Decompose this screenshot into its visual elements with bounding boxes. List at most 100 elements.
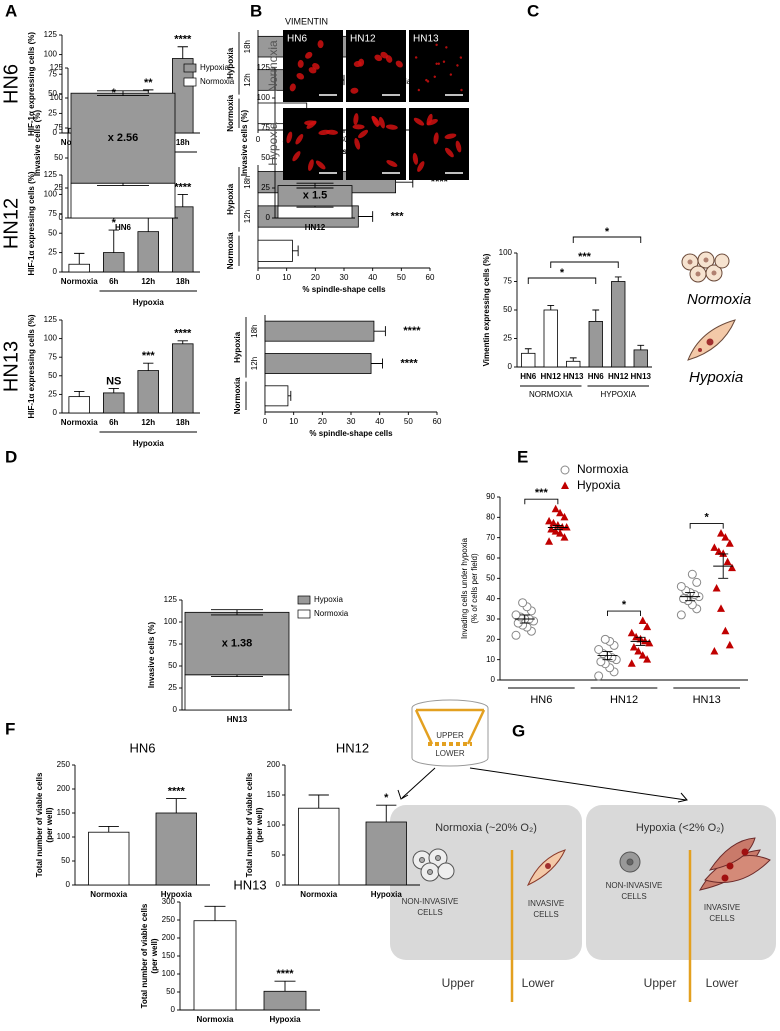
y-tick-label: 75 <box>48 352 57 361</box>
row-label: HN13 <box>0 341 22 392</box>
point <box>594 645 604 654</box>
significance: * <box>622 599 627 611</box>
point <box>721 533 730 541</box>
x-tick-label: HN6 <box>115 223 132 232</box>
y-tick-label: 0 <box>53 267 58 276</box>
error-bar <box>98 825 119 833</box>
cell <box>317 40 324 49</box>
cell <box>374 54 383 62</box>
y-tick-label: 50 <box>61 856 70 865</box>
x-tick-label: HN13 <box>227 715 248 724</box>
y-tick-label: 12h <box>250 357 259 370</box>
point <box>511 630 521 640</box>
cell <box>353 113 359 126</box>
point <box>679 594 689 604</box>
significance: **** <box>174 34 192 46</box>
x-tick-label: 30 <box>340 135 349 144</box>
cell <box>412 152 419 165</box>
panel-label: G <box>512 721 525 740</box>
bar <box>68 263 91 273</box>
x-tick-label: HN12 <box>305 223 326 232</box>
error-bar <box>204 905 226 921</box>
bracket <box>607 610 641 617</box>
y-tick-label: 0 <box>508 362 513 371</box>
sem-bar <box>635 636 646 646</box>
point <box>627 659 636 667</box>
cell <box>459 56 463 59</box>
error-bar <box>166 798 187 813</box>
x-tick-label: 30 <box>347 417 356 426</box>
x-tick-label: 40 <box>368 273 377 282</box>
error-bar <box>108 229 119 253</box>
legend-icons <box>681 251 736 361</box>
y-tick-label: 100 <box>44 50 58 59</box>
x-tick-label: 20 <box>318 417 327 426</box>
x-tick-label: 20 <box>311 273 320 282</box>
point <box>676 610 686 620</box>
cell <box>444 133 457 140</box>
point <box>594 671 604 681</box>
cell <box>358 58 365 67</box>
y-tick-label: 0 <box>59 213 64 222</box>
error-bar <box>373 326 386 337</box>
cell-label: CELLS <box>533 910 558 919</box>
bar <box>633 349 648 368</box>
x-tick-label: Hypoxia <box>371 890 403 899</box>
cell <box>297 59 304 68</box>
cell <box>307 159 314 171</box>
error-bar <box>97 90 149 97</box>
cell <box>449 73 453 76</box>
x-tick-label: 30 <box>340 273 349 282</box>
cell <box>445 147 454 158</box>
x-tick-label: 18h <box>176 277 190 286</box>
point <box>692 577 702 587</box>
group-label: Hypoxia <box>133 298 165 307</box>
cell <box>395 60 403 68</box>
y-axis-label: HIF-1α expressing cells (%) <box>27 314 36 418</box>
y-tick-label: 12h <box>243 210 252 223</box>
x-tick-label: 60 <box>433 417 442 426</box>
significance: * <box>112 217 117 229</box>
y-tick-label: 50 <box>486 573 495 582</box>
group-label: Hypoxia <box>226 47 235 79</box>
annotation: x 2.56 <box>108 132 139 144</box>
cell <box>437 62 440 65</box>
side-label: Upper <box>644 976 677 990</box>
cell <box>433 75 436 78</box>
error-bar <box>592 309 600 322</box>
point <box>560 533 569 541</box>
point <box>640 636 649 645</box>
point <box>710 543 719 551</box>
legend-label: Normoxia <box>687 291 751 308</box>
error-bar <box>287 390 292 401</box>
non-invasive-cells <box>412 848 641 882</box>
y-axis-label: Invasive cells (%) <box>240 110 249 177</box>
cell <box>435 43 438 47</box>
upper-label: UPPER <box>436 731 464 740</box>
point <box>725 640 734 649</box>
y-tick-label: 25 <box>503 334 512 343</box>
y-tick-label: 0 <box>171 1005 176 1014</box>
point <box>627 628 636 637</box>
x-tick-label: 6h <box>109 418 118 427</box>
column-label: HN12 <box>350 34 376 45</box>
x-tick-label: 18h <box>176 138 190 147</box>
legend-marker <box>561 481 569 489</box>
point <box>645 638 654 647</box>
side-label: Lower <box>706 976 739 990</box>
cell <box>417 161 425 172</box>
point <box>643 655 652 663</box>
y-tick-label: 10 <box>486 655 495 664</box>
cell-label: CELLS <box>417 908 442 917</box>
y-tick-label: 100 <box>257 93 271 102</box>
bar <box>611 281 626 368</box>
y-axis-label: Vimentin expressing cells (%) <box>482 253 491 366</box>
point <box>560 512 569 521</box>
bar <box>171 343 194 414</box>
y-tick-label: 75 <box>261 123 270 132</box>
cell <box>312 63 320 70</box>
invasive-cells <box>526 837 771 891</box>
y-axis-label: (per well) <box>255 807 264 842</box>
error-bar <box>177 193 188 207</box>
y-tick-label: 18h <box>243 40 252 53</box>
